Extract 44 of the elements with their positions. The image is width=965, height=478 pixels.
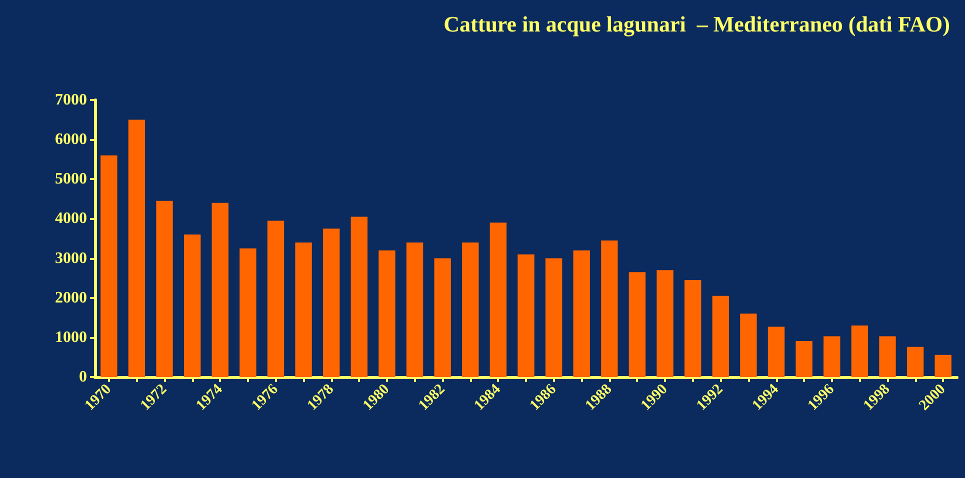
- y-tick-label: 4000: [55, 210, 87, 228]
- y-tick-label: 7000: [55, 92, 87, 108]
- y-tick-label: 2000: [55, 289, 87, 306]
- bar: [740, 314, 757, 377]
- bar: [100, 155, 118, 377]
- bar: [267, 220, 284, 377]
- bar: [518, 254, 534, 377]
- bar: [545, 258, 562, 377]
- bar: [628, 272, 646, 377]
- bar: [684, 280, 702, 377]
- x-tick-label: 1990: [638, 381, 671, 414]
- bar: [490, 222, 507, 377]
- bar: [934, 354, 952, 377]
- y-tick-label: 3000: [55, 250, 87, 267]
- bar: [184, 234, 201, 377]
- x-tick-label: 1972: [138, 381, 170, 414]
- bar: [601, 240, 618, 377]
- bar: [824, 336, 840, 377]
- bar: [656, 270, 674, 377]
- bar: [434, 258, 451, 377]
- bar: [295, 242, 312, 377]
- bar: [378, 250, 396, 377]
- bar: [851, 326, 868, 377]
- bar: [768, 326, 785, 377]
- bar: [712, 296, 729, 377]
- bar: [156, 200, 173, 377]
- bar: [323, 228, 340, 377]
- y-tick-label: 6000: [55, 131, 87, 148]
- x-tick-label: 1992: [694, 381, 726, 414]
- bar: [879, 336, 896, 377]
- chart-title: Catture in acque lagunari – Mediterraneo (dati FAO): [444, 12, 950, 36]
- bar: [128, 120, 146, 377]
- y-tick-label: 5000: [55, 170, 87, 188]
- bar: [406, 242, 424, 377]
- x-tick-label: 1982: [416, 381, 448, 414]
- bar: [906, 346, 924, 377]
- bar: [212, 202, 228, 377]
- x-tick-label: 1980: [360, 381, 393, 414]
- bar: [462, 242, 479, 377]
- y-tick-label: 1000: [55, 328, 87, 346]
- bar: [573, 250, 590, 377]
- bar: [796, 340, 812, 377]
- bar: [350, 216, 368, 377]
- bar: [240, 248, 256, 377]
